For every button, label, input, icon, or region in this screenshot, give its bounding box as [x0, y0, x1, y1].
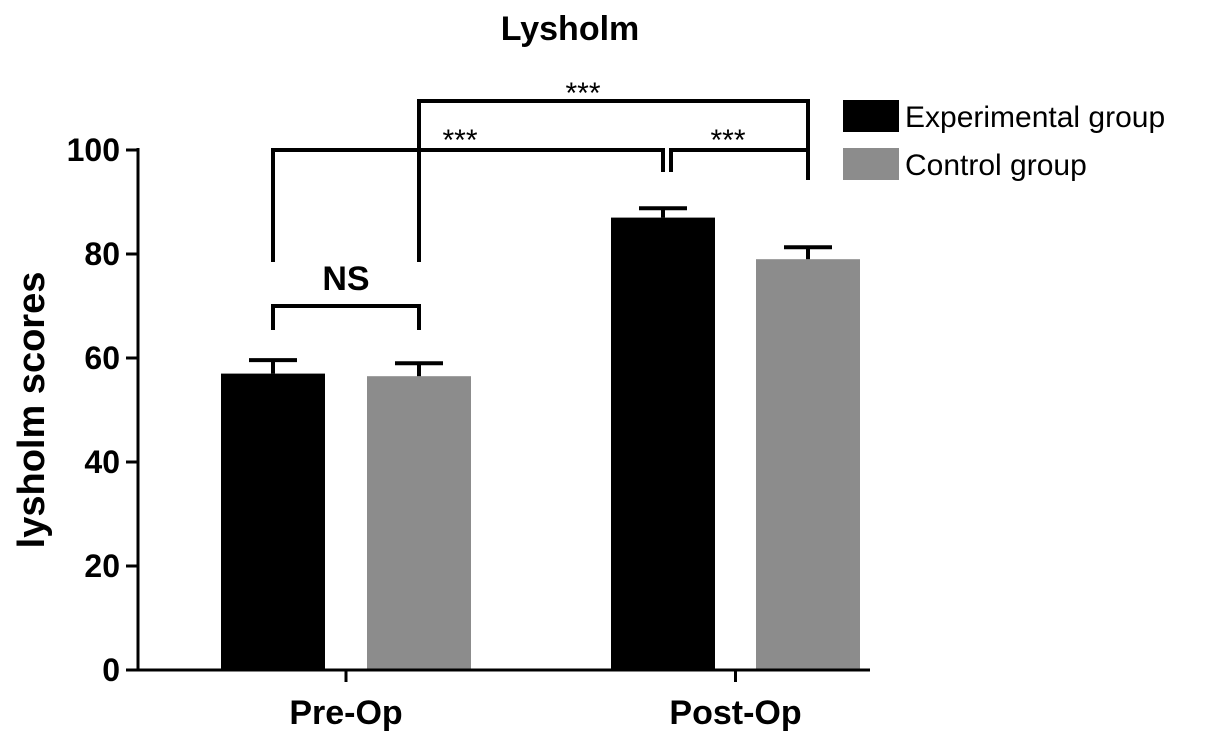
chart-title: Lysholm: [501, 10, 640, 48]
significance-bracket: [417, 99, 810, 262]
x-tick-label: Post-Op: [669, 694, 801, 732]
legend-swatch-experimental: [843, 100, 899, 132]
legend-label: Experimental group: [905, 101, 1165, 134]
significance-bracket: [669, 148, 810, 180]
y-tick-label: 80: [84, 236, 120, 272]
legend: Experimental group Control group: [843, 100, 1165, 182]
significance-label: ***: [442, 124, 477, 157]
y-tick-label: 100: [67, 132, 120, 168]
y-tick-label: 0: [102, 652, 120, 688]
y-tick-label: 20: [84, 548, 120, 584]
y-axis: 0 20 40 60 80 100: [67, 132, 140, 688]
y-tick-label: 40: [84, 444, 120, 480]
bar-pre-op-experimental: [221, 373, 325, 670]
bars-group: [221, 206, 860, 670]
legend-swatch-control: [843, 148, 899, 180]
bar-post-op-control: [756, 259, 860, 670]
significance-label: NS: [322, 260, 369, 298]
legend-label: Control group: [905, 149, 1087, 182]
significance-label: ***: [565, 77, 600, 110]
significance-bracket: [271, 304, 421, 330]
x-axis: Pre-Op Post-Op: [136, 668, 870, 732]
x-tick-label: Pre-Op: [289, 694, 402, 732]
significance-bracket: [271, 148, 665, 262]
significance-brackets: NS *** *** ***: [271, 77, 810, 330]
y-axis-label: lysholm scores: [11, 272, 53, 549]
significance-label: ***: [710, 124, 745, 157]
bar-post-op-experimental: [611, 217, 715, 670]
bar-pre-op-control: [367, 376, 471, 670]
y-tick-label: 60: [84, 340, 120, 376]
